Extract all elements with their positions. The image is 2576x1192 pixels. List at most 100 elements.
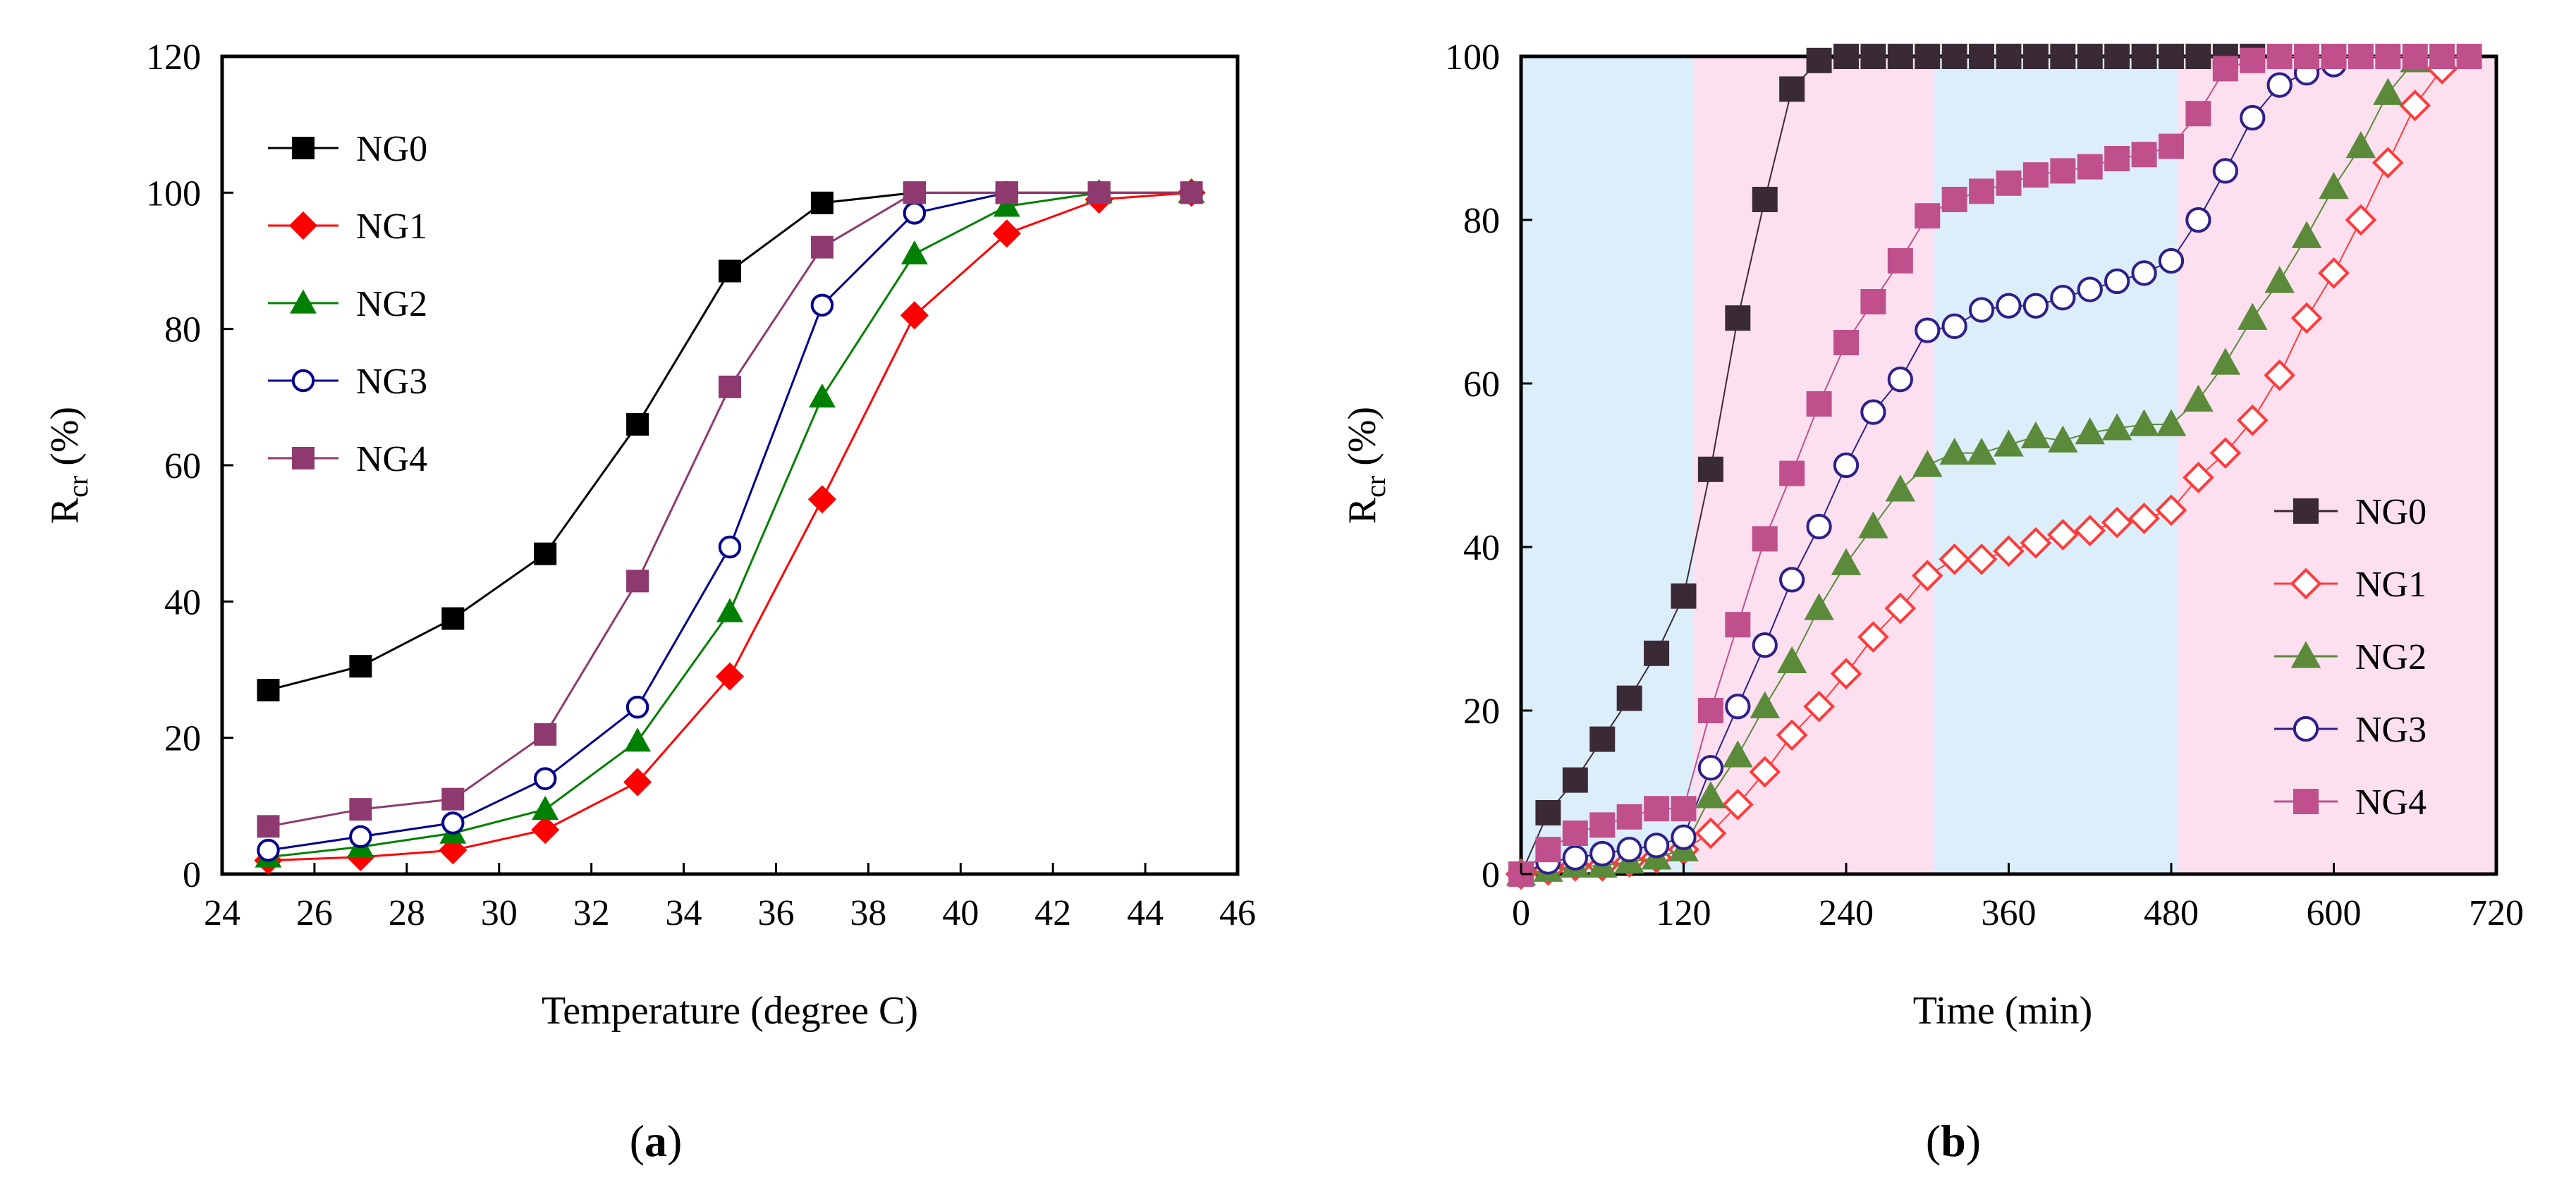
chart-b-point-NG2: [2345, 130, 2376, 159]
chart-b-point-NG3: [1643, 832, 1670, 859]
chart-b-legend: NG0 NG1 NG2 NG3 NG4: [2274, 492, 2427, 823]
chart-b-point-NG2: [1939, 437, 1970, 465]
chart-b-point-NG4: [1941, 187, 1967, 212]
chart-b-legend-item-NG3: NG3: [2274, 710, 2427, 750]
chart-b-point-NG0: [1915, 44, 1941, 69]
chart-b-point-NG4: [1697, 698, 1723, 723]
chart-b-point-NG0: [1644, 640, 1670, 666]
chart-b-ylabel-main: R: [1341, 497, 1384, 524]
chart-b-line-NG0: [1520, 56, 2253, 875]
chart-b-legend-item-NG1: NG1: [2274, 565, 2427, 605]
chart-b-point-NG3: [1616, 837, 1642, 863]
chart-a-series-NG4: [257, 181, 1203, 838]
chart-b-series-layer: [1505, 44, 2482, 890]
chart-b-legend-marker-NG0: [2293, 498, 2319, 524]
chart-a-ytick-label: 100: [146, 173, 201, 214]
chart-b-point-NG0: [1833, 44, 1859, 69]
chart-a-legend-label-NG0: NG0: [356, 129, 427, 169]
panel-label-a: (a): [630, 1116, 683, 1166]
chart-b-point-NG0: [1616, 685, 1642, 711]
chart-a-legend-marker-NG4: [292, 447, 315, 469]
chart-b-point-NG4: [2429, 44, 2455, 69]
chart-a-point-NG3: [625, 695, 649, 719]
chart-a-xtick-label: 34: [666, 893, 702, 933]
chart-a-legend-label-NG3: NG3: [356, 362, 427, 402]
chart-b-point-NG0: [1725, 305, 1751, 331]
chart-a-xtick-label: 38: [850, 893, 886, 933]
chart-b-point-NG0: [1860, 44, 1886, 69]
chart-a-point-NG0: [719, 259, 741, 283]
chart-b-point-NG1: [2345, 204, 2377, 236]
chart-b-point-NG1: [1965, 543, 1998, 575]
chart-a-xtick-label: 30: [481, 893, 518, 933]
chart-b-point-NG2: [1723, 740, 1753, 768]
chart-b-point-NG1: [1939, 543, 1971, 575]
chart-b-point-NG1: [1749, 756, 1781, 788]
panel-label-b-letter: b: [1941, 1116, 1966, 1166]
chart-b-point-NG0: [1779, 76, 1805, 102]
chart-a-xlabel: Temperature (degree C): [542, 989, 918, 1033]
chart-b-point-NG2: [2264, 266, 2295, 293]
chart-b-legend-marker-NG1: [2290, 567, 2322, 600]
chart-b-point-NG1: [2020, 527, 2052, 559]
chart-b-point-NG0: [1941, 44, 1967, 69]
chart-a-point-NG4: [626, 570, 649, 593]
chart-b-point-NG3: [2240, 104, 2266, 131]
chart-a-point-NG1: [439, 836, 468, 865]
chart-b-point-NG1: [2371, 147, 2404, 179]
chart-b-point-NG0: [1535, 800, 1561, 825]
chart-b-point-NG2: [1966, 437, 1997, 465]
chart-b-legend-marker-NG3: [2293, 715, 2319, 742]
chart-a-ytick-label: 120: [146, 37, 201, 78]
chart-a-point-NG3: [257, 838, 280, 862]
chart-b-xtick-label: 480: [2144, 893, 2199, 933]
chart-b-point-NG0: [1697, 456, 1723, 482]
chart-b-ylabel: Rcr (%): [1341, 407, 1391, 524]
chart-a-ytick-label: 0: [183, 855, 201, 895]
chart-b-point-NG2: [1831, 548, 1862, 575]
chart-b-legend-item-NG2: NG2: [2274, 637, 2427, 677]
chart-b-point-NG4: [1969, 178, 1995, 204]
chart-b-point-NG2: [2238, 302, 2268, 330]
chart-a-legend-marker-NG2: [290, 289, 317, 314]
chart-a-point-NG4: [1087, 181, 1111, 204]
chart-b-series-NG0: [1508, 44, 2266, 887]
chart-b-point-NG3: [1779, 567, 1805, 593]
chart-a-legend-item-NG3: NG3: [268, 362, 427, 402]
chart-a-point-NG2: [901, 240, 928, 265]
chart-b-legend-label-NG4: NG4: [2355, 782, 2427, 823]
chart-a-point-NG4: [349, 798, 372, 821]
chart-b-point-NG3: [1725, 694, 1751, 720]
chart-b-point-NG3: [1752, 632, 1778, 658]
chart-a-legend-item-NG2: NG2: [268, 284, 427, 324]
chart-a-xtick-label: 40: [942, 893, 979, 933]
chart-b-point-NG3: [2104, 268, 2130, 295]
chart-a-xtick-label: 44: [1127, 893, 1164, 933]
chart-a-ytick-label: 40: [164, 582, 201, 622]
chart-b-point-NG2: [2075, 417, 2105, 445]
chart-b-point-NG1: [1857, 621, 1889, 653]
chart-a-point-NG0: [441, 607, 465, 630]
chart-b-point-NG1: [2264, 360, 2296, 391]
chart-a-legend-marker-NG3: [291, 369, 315, 393]
chart-b-point-NG2: [1885, 474, 1916, 502]
chart-b-point-NG2: [2373, 78, 2403, 105]
chart-b-point-NG2: [1776, 646, 1807, 674]
chart-b-point-NG1: [2128, 503, 2160, 534]
chart-b-point-NG1: [2318, 257, 2350, 289]
chart-b-series-NG2: [1506, 45, 2430, 886]
chart-b-point-NG1: [1884, 592, 1917, 625]
chart-b-point-NG3: [1860, 399, 1886, 425]
chart-a-xtick-label: 36: [757, 893, 794, 933]
chart-b-point-NG4: [2022, 162, 2049, 188]
chart-b-point-NG1: [2236, 404, 2269, 436]
chart-a-point-NG2: [993, 192, 1020, 217]
chart-a-point-NG1: [992, 219, 1021, 248]
chart-b-point-NG0: [1562, 767, 1588, 793]
chart-b-point-NG1: [1993, 535, 2025, 567]
chart-a-legend-item-NG4: NG4: [268, 439, 427, 479]
chart-b-point-NG4: [1562, 821, 1588, 846]
chart-b-point-NG0: [1996, 44, 2022, 69]
chart-b-point-NG4: [2185, 101, 2211, 127]
chart-b-point-NG1: [1695, 817, 1727, 849]
